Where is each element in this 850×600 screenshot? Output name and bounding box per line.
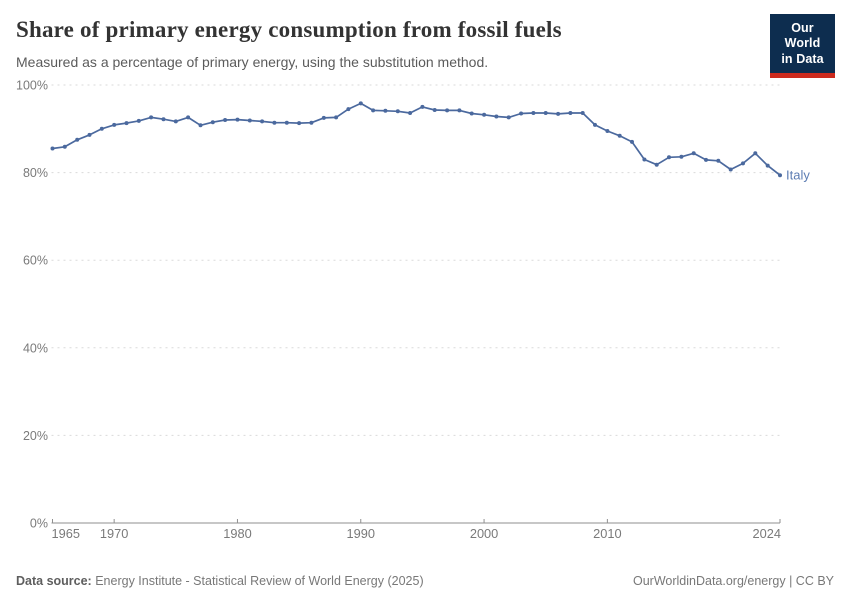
data-point-italy-2007[interactable]	[568, 110, 573, 115]
data-point-italy-2021[interactable]	[741, 161, 745, 166]
data-point-italy-1989[interactable]	[346, 106, 351, 111]
series-line-italy	[51, 102, 781, 176]
line-chart-canvas: 0% 20% 40% 60% 80% 100% 1965 1970 1980 1990 2000 20…	[16, 78, 810, 541]
x-tick-label-1990: 1990	[347, 526, 375, 540]
data-point-italy-1983[interactable]	[272, 120, 277, 125]
data-point-italy-2012[interactable]	[630, 139, 634, 144]
data-point-italy-2022[interactable]	[753, 151, 758, 156]
x-tick-label-1965: 1965	[52, 526, 80, 540]
chart-subtitle: Measured as a percentage of primary ener…	[16, 53, 489, 70]
data-point-italy-1965[interactable]	[50, 146, 55, 151]
owid-logo-text: Our World in Data	[770, 14, 835, 73]
data-point-italy-2003[interactable]	[519, 111, 524, 116]
data-point-italy-1997[interactable]	[445, 108, 450, 113]
data-source-text: Energy Institute - Statistical Review of…	[95, 574, 424, 588]
data-point-italy-1977[interactable]	[198, 123, 203, 128]
data-point-italy-1998[interactable]	[457, 108, 462, 113]
data-point-italy-1982[interactable]	[260, 119, 265, 124]
x-tick-label-2024: 2024	[753, 526, 781, 540]
data-point-italy-2014[interactable]	[654, 162, 659, 167]
data-point-italy-1968[interactable]	[87, 132, 92, 137]
data-point-italy-1986[interactable]	[309, 120, 314, 125]
data-point-italy-1976[interactable]	[186, 115, 191, 120]
data-point-italy-2011[interactable]	[617, 133, 622, 138]
y-tick-label-80: 80%	[23, 166, 48, 180]
data-point-italy-1971[interactable]	[124, 120, 129, 125]
x-tick-label-2000: 2000	[470, 526, 498, 540]
data-point-italy-2002[interactable]	[506, 115, 511, 120]
data-point-italy-2000[interactable]	[482, 112, 487, 117]
data-point-italy-2001[interactable]	[494, 114, 499, 119]
chart-footer: Data source: Energy Institute - Statisti…	[0, 574, 850, 588]
data-point-italy-2020[interactable]	[728, 167, 733, 172]
title-block: Share of primary energy consumption from…	[16, 12, 758, 71]
x-tick-label-2010: 2010	[593, 526, 621, 540]
data-point-italy-1970[interactable]	[112, 122, 117, 127]
data-point-italy-2005[interactable]	[543, 110, 548, 115]
data-point-italy-2023[interactable]	[765, 163, 770, 168]
data-point-italy-1966[interactable]	[62, 144, 67, 149]
data-point-italy-1975[interactable]	[173, 119, 178, 124]
x-tick-label-1980: 1980	[223, 526, 251, 540]
data-point-italy-1991[interactable]	[371, 108, 376, 113]
data-point-italy-1999[interactable]	[469, 111, 474, 116]
chart-title: Share of primary energy consumption from…	[16, 17, 562, 42]
data-source-label: Data source:	[16, 574, 92, 588]
data-point-italy-2004[interactable]	[531, 110, 536, 115]
data-point-italy-2015[interactable]	[667, 155, 671, 160]
series-label-italy: Italy	[786, 167, 810, 182]
data-point-italy-1988[interactable]	[334, 115, 339, 120]
data-point-italy-1974[interactable]	[161, 116, 166, 121]
data-point-italy-2010[interactable]	[605, 128, 610, 133]
x-tick-label-1970: 1970	[100, 526, 128, 540]
data-point-italy-1980[interactable]	[235, 117, 240, 122]
data-point-italy-1993[interactable]	[395, 109, 400, 114]
y-tick-label-40: 40%	[23, 341, 48, 355]
data-point-italy-2006[interactable]	[556, 111, 561, 116]
data-point-italy-1979[interactable]	[223, 117, 228, 122]
data-point-italy-1981[interactable]	[247, 118, 252, 123]
y-tick-label-60: 60%	[23, 253, 48, 267]
data-point-italy-1994[interactable]	[408, 110, 413, 115]
owid-logo[interactable]: Our World in Data	[770, 14, 835, 78]
y-tick-label-20: 20%	[23, 429, 48, 443]
y-tick-label-0: 0%	[30, 516, 48, 530]
data-point-italy-2024[interactable]	[778, 172, 782, 177]
data-point-italy-1984[interactable]	[284, 120, 289, 125]
y-tick-label-100: 100%	[16, 78, 48, 92]
data-point-italy-1969[interactable]	[99, 126, 104, 131]
license-link[interactable]: OurWorldinData.org/energy | CC BY	[632, 574, 834, 588]
data-point-italy-2019[interactable]	[716, 158, 721, 163]
data-point-italy-2013[interactable]	[642, 157, 647, 162]
data-source-note: Data source: Energy Institute - Statisti…	[16, 574, 424, 588]
data-point-italy-2016[interactable]	[679, 154, 684, 159]
owid-logo-line2: in Data	[781, 51, 824, 66]
data-point-italy-1972[interactable]	[136, 118, 141, 123]
chart-header: Share of primary energy consumption from…	[0, 0, 850, 78]
data-point-italy-2008[interactable]	[580, 110, 585, 115]
data-point-italy-1996[interactable]	[432, 107, 437, 112]
data-point-italy-2018[interactable]	[704, 157, 708, 162]
data-point-italy-1973[interactable]	[149, 115, 154, 120]
owid-logo-line1: Our World	[784, 21, 821, 51]
data-point-italy-2017[interactable]	[691, 151, 696, 156]
data-point-italy-1995[interactable]	[420, 104, 425, 109]
data-point-italy-2009[interactable]	[593, 122, 597, 127]
owid-logo-red-bar	[770, 72, 835, 78]
data-point-italy-1978[interactable]	[210, 119, 215, 124]
data-point-italy-1967[interactable]	[75, 137, 80, 142]
data-point-italy-1990[interactable]	[358, 101, 363, 106]
data-point-italy-1987[interactable]	[321, 115, 326, 120]
data-point-italy-1985[interactable]	[297, 120, 302, 125]
data-point-italy-1992[interactable]	[383, 108, 388, 113]
